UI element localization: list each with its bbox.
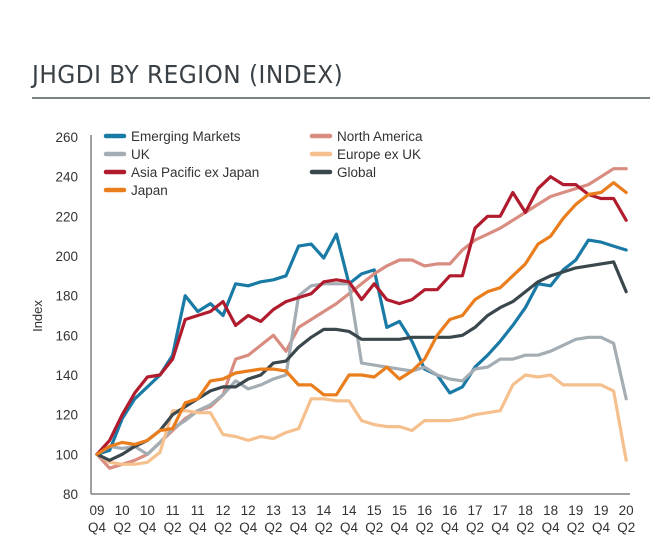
- title-divider: [32, 97, 650, 99]
- x-tick-label-year: 16: [442, 503, 457, 518]
- series-line-uk: [95, 282, 628, 456]
- y-tick-label: 140: [55, 368, 78, 383]
- legend-label: Global: [337, 165, 376, 180]
- x-tick-label-year: 14: [341, 503, 357, 518]
- x-tick-label-year: 14: [316, 503, 332, 518]
- legend-label: Europe ex UK: [337, 147, 421, 162]
- y-tick-label: 100: [55, 447, 78, 462]
- series-lines: [95, 167, 628, 470]
- series-line-asia-pacific-ex-japan: [95, 175, 628, 456]
- legend-item: Global: [309, 165, 376, 180]
- y-tick-label: 220: [55, 209, 78, 224]
- x-tick-label-year: 16: [417, 503, 432, 518]
- x-tick-label-quarter: Q2: [365, 520, 383, 535]
- y-tick-label: 200: [55, 249, 78, 264]
- legend-label: Japan: [131, 183, 168, 198]
- x-tick-label-quarter: Q2: [567, 520, 585, 535]
- y-axis-label: Index: [30, 300, 45, 332]
- x-tick-label-year: 18: [543, 503, 558, 518]
- y-tick-label: 160: [55, 328, 78, 343]
- y-tick-label: 80: [63, 487, 78, 502]
- x-tick-label-quarter: Q4: [542, 520, 561, 535]
- x-tick-label-year: 11: [166, 503, 180, 518]
- x-tick-label-year: 13: [266, 503, 281, 518]
- y-tick-label: 120: [55, 408, 78, 423]
- legend-label: Asia Pacific ex Japan: [131, 165, 259, 180]
- x-tick-label-quarter: Q4: [189, 520, 208, 535]
- x-tick-label-quarter: Q2: [214, 520, 232, 535]
- legend-label: North America: [337, 129, 423, 144]
- legend-label: Emerging Markets: [131, 129, 241, 144]
- x-tick-label-quarter: Q2: [264, 520, 282, 535]
- x-tick-label-year: 17: [467, 503, 482, 518]
- x-tick-label-year: 12: [215, 503, 230, 518]
- axes: 80 100 120 140 160 180 200 220 240 260 09 Q4 10 Q2 10 Q…: [55, 130, 635, 535]
- x-tick-label-quarter: Q4: [290, 520, 309, 535]
- legend-item: Emerging Markets: [103, 129, 241, 144]
- x-tick-label-quarter: Q4: [239, 520, 258, 535]
- x-tick-label-year: 11: [191, 503, 205, 518]
- x-tick-label-year: 12: [241, 503, 256, 518]
- series-line-global: [95, 260, 628, 462]
- legend: Emerging Markets UK Asia Pacific ex Japan J…: [103, 129, 423, 198]
- x-tick-label-quarter: Q2: [164, 520, 182, 535]
- x-tick-label-quarter: Q2: [113, 520, 131, 535]
- x-tick-label-year: 17: [493, 503, 508, 518]
- y-tick-label: 260: [55, 130, 78, 145]
- legend-item: Asia Pacific ex Japan: [103, 165, 259, 180]
- x-tick-label-quarter: Q4: [491, 520, 510, 535]
- x-tick-label-year: 19: [568, 503, 583, 518]
- x-tick-label-year: 20: [619, 503, 634, 518]
- x-tick-label-year: 15: [367, 503, 382, 518]
- legend-item: Japan: [103, 183, 168, 198]
- y-tick-label: 180: [55, 289, 78, 304]
- legend-item: North America: [309, 129, 423, 144]
- x-tick-label-year: 18: [518, 503, 533, 518]
- x-tick-label-quarter: Q4: [340, 520, 359, 535]
- x-tick-label-quarter: Q4: [441, 520, 460, 535]
- x-tick-label-quarter: Q4: [592, 520, 611, 535]
- x-tick-label-quarter: Q4: [138, 520, 157, 535]
- legend-item: UK: [103, 147, 150, 162]
- y-tick-label: 240: [55, 170, 78, 185]
- x-tick-label-quarter: Q4: [390, 520, 409, 535]
- x-tick-label-quarter: Q4: [88, 520, 107, 535]
- series-line-japan: [95, 181, 628, 456]
- x-tick-label-quarter: Q2: [617, 520, 635, 535]
- legend-item: Europe ex UK: [309, 147, 421, 162]
- x-tick-label-quarter: Q2: [315, 520, 333, 535]
- x-tick-label-year: 15: [392, 503, 407, 518]
- x-tick-label-quarter: Q2: [516, 520, 534, 535]
- x-tick-label-year: 10: [115, 503, 130, 518]
- x-tick-label-quarter: Q2: [466, 520, 484, 535]
- x-tick-label-year: 19: [593, 503, 608, 518]
- x-tick-label-quarter: Q2: [416, 520, 434, 535]
- x-tick-label-year: 09: [89, 503, 104, 518]
- x-tick-label-year: 10: [140, 503, 155, 518]
- x-tick-label-year: 13: [291, 503, 306, 518]
- series-line-europe-ex-uk: [95, 373, 628, 466]
- legend-label: UK: [131, 147, 150, 162]
- chart-title: JHGDI BY REGION (INDEX): [32, 60, 344, 89]
